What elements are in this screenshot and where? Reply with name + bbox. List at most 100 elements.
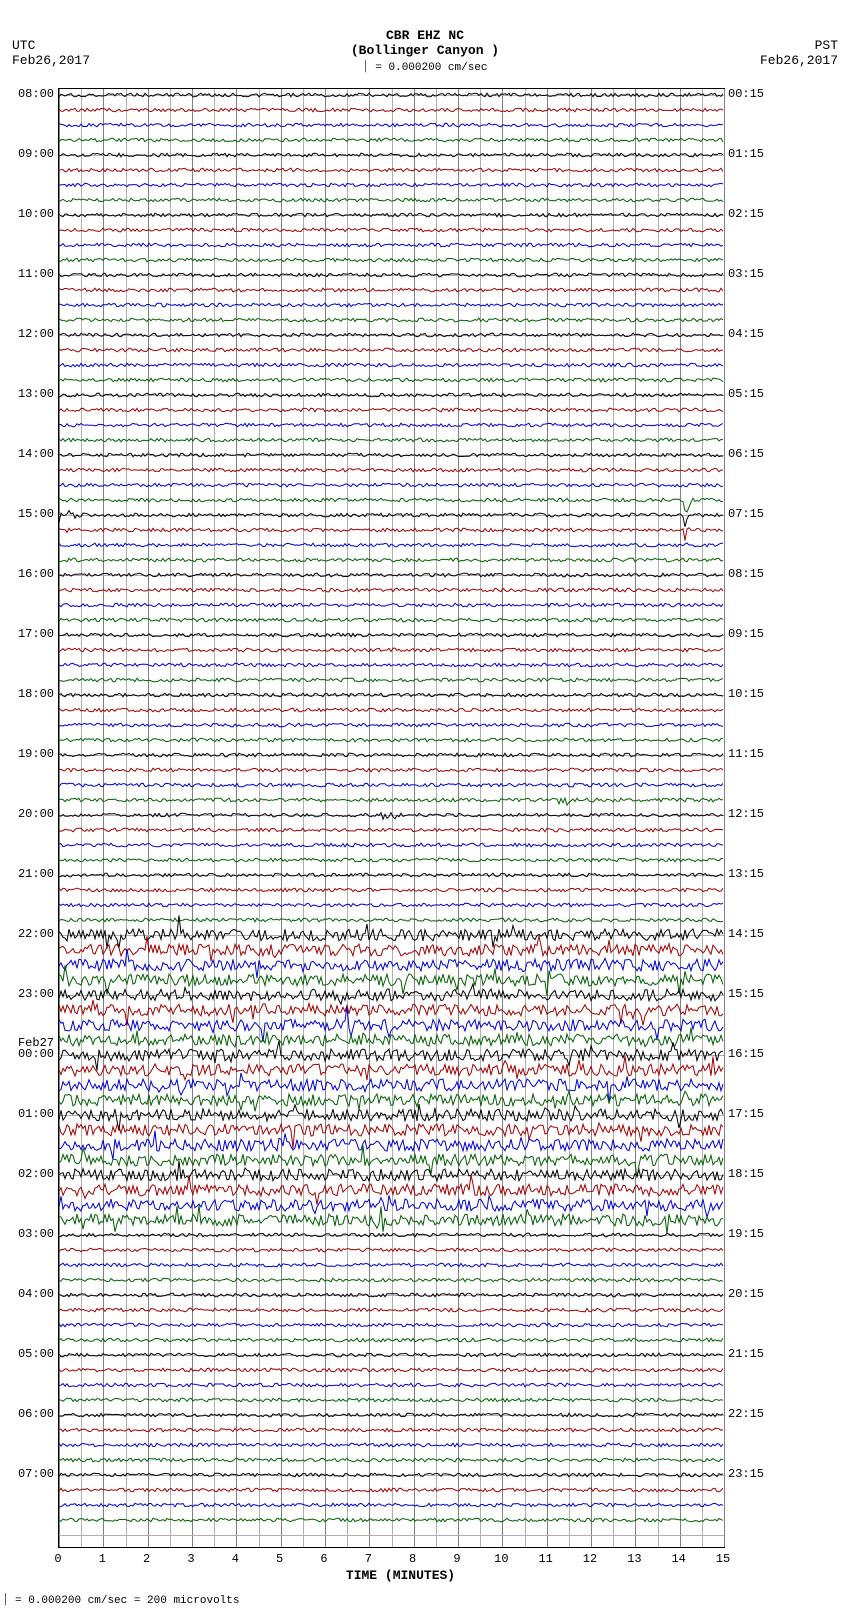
pst-hour-label: 13:15 — [728, 867, 778, 881]
grid-horizontal — [59, 1115, 724, 1116]
utc-hour-label: 22:00 — [4, 927, 54, 941]
pst-hour-label: 04:15 — [728, 327, 778, 341]
x-tick-label: 5 — [270, 1552, 290, 1566]
grid-vertical — [236, 89, 237, 1547]
tz-right-date: Feb26,2017 — [760, 53, 838, 68]
x-axis-title: TIME (MINUTES) — [321, 1568, 481, 1583]
grid-horizontal — [59, 815, 724, 816]
x-tick-label: 1 — [92, 1552, 112, 1566]
utc-hour-label: 02:00 — [4, 1167, 54, 1181]
pst-hour-label: 20:15 — [728, 1287, 778, 1301]
grid-horizontal — [59, 215, 724, 216]
grid-vertical — [59, 89, 60, 1547]
pst-hour-label: 16:15 — [728, 1047, 778, 1061]
x-tick-label: 12 — [580, 1552, 600, 1566]
grid-vertical — [103, 89, 104, 1547]
utc-hour-label: 10:00 — [4, 207, 54, 221]
footer-scale-bar-icon: ⏐ — [0, 1595, 15, 1607]
title-block: CBR EHZ NC (Bollinger Canyon ) — [0, 28, 850, 58]
grid-horizontal — [59, 155, 724, 156]
grid-horizontal — [59, 395, 724, 396]
pst-hour-label: 19:15 — [728, 1227, 778, 1241]
grid-vertical — [724, 89, 725, 1547]
grid-vertical — [569, 89, 570, 1547]
utc-hour-label: 21:00 — [4, 867, 54, 881]
grid-vertical — [214, 89, 215, 1547]
grid-vertical — [347, 89, 348, 1547]
pst-hour-label: 12:15 — [728, 807, 778, 821]
pst-hour-label: 07:15 — [728, 507, 778, 521]
pst-hour-label: 21:15 — [728, 1347, 778, 1361]
grid-horizontal — [59, 1355, 724, 1356]
pst-hour-label: 09:15 — [728, 627, 778, 641]
x-tick-label: 14 — [669, 1552, 689, 1566]
page: CBR EHZ NC (Bollinger Canyon ) ⏐ = 0.000… — [0, 0, 850, 1613]
grid-horizontal — [59, 335, 724, 336]
grid-horizontal — [59, 1235, 724, 1236]
grid-vertical — [635, 89, 636, 1547]
x-tick-label: 9 — [447, 1552, 467, 1566]
grid-horizontal — [59, 1535, 724, 1536]
pst-hour-label: 02:15 — [728, 207, 778, 221]
footer-scale: ⏐ = 0.000200 cm/sec = 200 microvolts — [0, 1595, 239, 1607]
footer-scale-text: = 0.000200 cm/sec = 200 microvolts — [15, 1595, 239, 1607]
grid-vertical — [148, 89, 149, 1547]
utc-hour-label: 09:00 — [4, 147, 54, 161]
pst-hour-label: 03:15 — [728, 267, 778, 281]
grid-vertical — [680, 89, 681, 1547]
grid-vertical — [480, 89, 481, 1547]
grid-horizontal — [59, 515, 724, 516]
pst-hour-label: 06:15 — [728, 447, 778, 461]
grid-horizontal — [59, 1175, 724, 1176]
pst-hour-label: 14:15 — [728, 927, 778, 941]
utc-hour-label: 03:00 — [4, 1227, 54, 1241]
pst-hour-label: 18:15 — [728, 1167, 778, 1181]
grid-horizontal — [59, 1295, 724, 1296]
grid-vertical — [369, 89, 370, 1547]
utc-hour-label: 19:00 — [4, 747, 54, 761]
grid-vertical — [502, 89, 503, 1547]
grid-horizontal — [59, 95, 724, 96]
pst-hour-label: 01:15 — [728, 147, 778, 161]
utc-hour-label: 08:00 — [4, 87, 54, 101]
scale-bar-icon: ⏐ — [362, 62, 375, 74]
utc-day-label: Feb27 — [4, 1036, 54, 1050]
pst-hour-label: 23:15 — [728, 1467, 778, 1481]
grid-horizontal — [59, 575, 724, 576]
grid-vertical — [547, 89, 548, 1547]
grid-vertical — [325, 89, 326, 1547]
scale-block: ⏐ = 0.000200 cm/sec — [0, 62, 850, 74]
grid-horizontal — [59, 1055, 724, 1056]
x-tick-label: 4 — [225, 1552, 245, 1566]
grid-vertical — [436, 89, 437, 1547]
seismogram-plot — [58, 88, 725, 1548]
grid-vertical — [591, 89, 592, 1547]
utc-hour-label: 18:00 — [4, 687, 54, 701]
grid-vertical — [658, 89, 659, 1547]
grid-vertical — [81, 89, 82, 1547]
grid-horizontal — [59, 995, 724, 996]
grid-vertical — [281, 89, 282, 1547]
utc-hour-label: 11:00 — [4, 267, 54, 281]
utc-hour-label: 14:00 — [4, 447, 54, 461]
pst-hour-label: 22:15 — [728, 1407, 778, 1421]
grid-horizontal — [59, 875, 724, 876]
grid-horizontal — [59, 1415, 724, 1416]
grid-vertical — [303, 89, 304, 1547]
grid-horizontal — [59, 695, 724, 696]
pst-hour-label: 17:15 — [728, 1107, 778, 1121]
grid-vertical — [414, 89, 415, 1547]
utc-hour-label: 01:00 — [4, 1107, 54, 1121]
grid-vertical — [259, 89, 260, 1547]
pst-hour-label: 08:15 — [728, 567, 778, 581]
tz-left: UTC Feb26,2017 — [12, 38, 90, 68]
pst-hour-label: 11:15 — [728, 747, 778, 761]
x-tick-label: 7 — [358, 1552, 378, 1566]
pst-hour-label: 10:15 — [728, 687, 778, 701]
tz-right-code: PST — [760, 38, 838, 53]
x-tick-label: 11 — [536, 1552, 556, 1566]
grid-horizontal — [59, 755, 724, 756]
utc-hour-label: 04:00 — [4, 1287, 54, 1301]
utc-hour-label: 16:00 — [4, 567, 54, 581]
grid-horizontal — [59, 275, 724, 276]
